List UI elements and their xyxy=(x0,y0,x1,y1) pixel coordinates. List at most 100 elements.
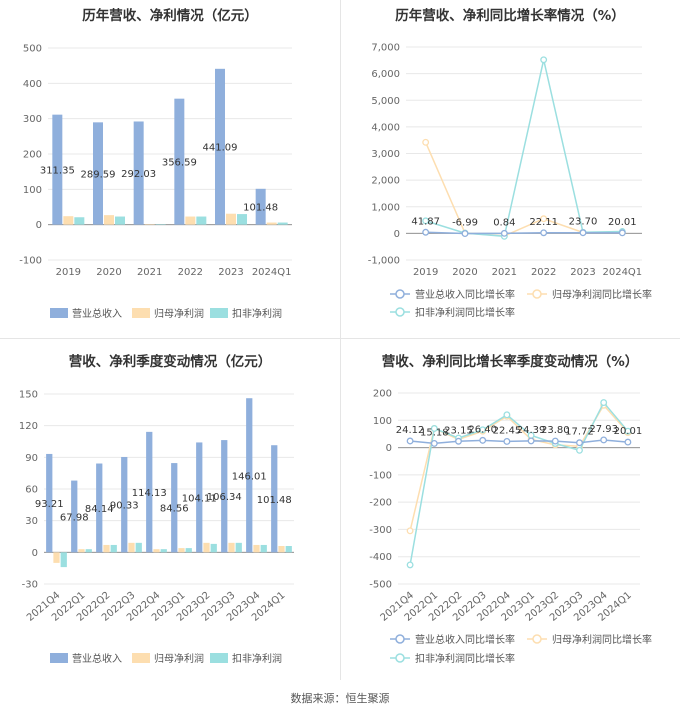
data-label: 27.93 xyxy=(589,424,618,435)
bar-revenue xyxy=(71,480,78,553)
bar-revenue xyxy=(255,188,266,225)
bar-net-profit xyxy=(53,552,60,563)
bar-deducted-profit xyxy=(60,552,67,568)
bar-net-profit xyxy=(226,213,236,225)
data-label: 101.48 xyxy=(257,495,292,506)
y-tick-label: 100 xyxy=(373,416,392,427)
bar-revenue xyxy=(221,440,228,553)
y-tick-label: -200 xyxy=(369,498,392,509)
y-tick-label: 4,000 xyxy=(371,122,400,133)
x-tick-label: 2024Q1 xyxy=(602,267,642,278)
bar-revenue xyxy=(52,114,63,225)
data-label: 0.84 xyxy=(493,217,515,228)
data-label: 84.14 xyxy=(85,504,114,515)
legend-swatch xyxy=(50,308,68,318)
y-tick-label: -100 xyxy=(19,256,42,267)
bar-net-profit xyxy=(266,222,277,225)
bar-net-profit xyxy=(178,548,185,553)
data-label: 106.34 xyxy=(207,492,242,503)
chart-title-quarterly-growth: 营收、净利同比增长率季度变动情况（%） xyxy=(381,354,639,370)
legend-label: 扣非净利润同比增长率 xyxy=(415,306,515,319)
legend-swatch xyxy=(132,308,150,318)
y-tick-label: 60 xyxy=(25,485,38,496)
series-line-revenue xyxy=(410,439,628,445)
y-tick-label: 7,000 xyxy=(371,43,400,54)
horizontal-divider xyxy=(0,338,680,339)
y-tick-label: 150 xyxy=(19,390,38,401)
data-point xyxy=(479,426,487,434)
bar-net-profit xyxy=(78,549,85,553)
y-tick-label: 300 xyxy=(23,114,42,125)
bar-net-profit xyxy=(185,216,196,225)
data-label: 101.48 xyxy=(243,203,278,214)
data-label: 24.12 xyxy=(396,425,425,436)
data-point xyxy=(500,229,508,237)
bar-deducted-profit xyxy=(85,549,92,553)
series-line-revenue xyxy=(425,231,623,235)
data-point xyxy=(551,437,559,445)
data-point xyxy=(600,436,608,444)
y-tick-label: 500 xyxy=(23,44,42,55)
bar-deducted-profit xyxy=(155,224,166,225)
y-tick-label: 3,000 xyxy=(371,149,400,160)
bar-revenue xyxy=(46,453,53,553)
data-label: 289.59 xyxy=(81,170,116,181)
bar-net-profit xyxy=(278,546,285,553)
data-point xyxy=(422,217,430,225)
data-point xyxy=(576,439,583,447)
legend-label: 营业总收入 xyxy=(72,652,122,665)
bar-net-profit xyxy=(153,549,160,553)
data-label: 20.01 xyxy=(614,426,643,437)
y-tick-label: 30 xyxy=(25,516,38,527)
series-line-deducted-profit xyxy=(409,401,629,566)
chart-title-quarterly-revenue: 营收、净利季度变动情况（亿元） xyxy=(68,354,272,370)
y-tick-label: 2,000 xyxy=(371,176,400,187)
chart-title-annual-revenue: 历年营收、净利情况（亿元） xyxy=(82,8,258,24)
y-tick-label: -300 xyxy=(369,525,392,536)
bar-net-profit xyxy=(253,544,260,553)
bar-deducted-profit xyxy=(74,217,85,225)
bar-revenue xyxy=(215,68,225,225)
data-point xyxy=(461,230,469,238)
bar-deducted-profit xyxy=(196,216,207,225)
chart-1: -1,000 0 1,000 2,000 3,000 4,000 5,000 6,000 7,0… xyxy=(368,43,652,320)
chart-0: -100 0 100 200 300 400 500 2019 2020 2021 2022 2023… xyxy=(19,44,292,320)
data-point xyxy=(527,437,535,445)
x-tick-label: 2023 xyxy=(570,267,595,278)
data-label: 17.72 xyxy=(565,427,594,438)
bar-revenue xyxy=(171,463,178,553)
data-point xyxy=(406,527,414,535)
data-label: 114.13 xyxy=(132,488,167,499)
bar-net-profit xyxy=(128,542,135,553)
y-tick-label: 0 xyxy=(386,443,392,454)
data-label: 23.80 xyxy=(541,425,570,436)
data-point xyxy=(600,399,608,406)
data-label: 311.35 xyxy=(40,166,75,177)
bar-revenue xyxy=(93,122,103,225)
bar-deducted-profit xyxy=(277,222,288,225)
data-point xyxy=(624,427,632,435)
legend-label: 扣非净利润 xyxy=(232,307,282,320)
legend-label: 营业总收入同比增长率 xyxy=(415,288,515,301)
data-label: 23.70 xyxy=(569,217,598,228)
data-point xyxy=(503,411,511,419)
y-tick-label: 120 xyxy=(19,421,38,432)
data-point xyxy=(579,229,587,237)
legend-marker xyxy=(395,634,405,644)
legend-label: 扣非净利润 xyxy=(232,652,282,665)
data-label: 292.03 xyxy=(121,169,156,180)
bar-revenue xyxy=(96,463,103,553)
bar-revenue xyxy=(271,445,278,553)
legend-label: 归母净利润 xyxy=(154,652,204,665)
data-point xyxy=(406,561,414,569)
legend-swatch xyxy=(210,653,228,663)
legend-label: 扣非净利润同比增长率 xyxy=(415,652,515,665)
data-label: 22.45 xyxy=(493,425,522,436)
data-point xyxy=(422,228,430,236)
legend-marker xyxy=(532,289,542,299)
data-point xyxy=(406,437,414,445)
y-tick-label: 200 xyxy=(373,389,392,400)
bar-deducted-profit xyxy=(185,548,192,553)
data-label: 24.39 xyxy=(517,425,546,436)
